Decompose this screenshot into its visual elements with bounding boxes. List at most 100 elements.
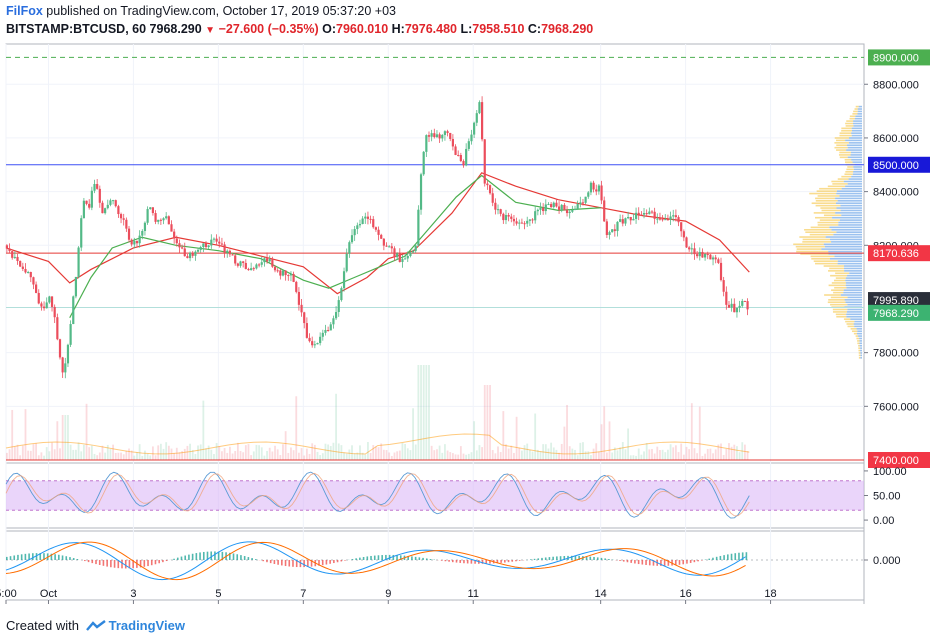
volume-bar (693, 448, 696, 460)
volume-bar (228, 446, 231, 460)
macd-bar (20, 554, 23, 560)
candle-body (16, 256, 19, 261)
candle-body (61, 357, 64, 373)
vp-bar-down (858, 349, 861, 352)
volume-bar (674, 445, 677, 460)
vp-bar-up (853, 166, 862, 168)
candle-body (433, 133, 436, 138)
vp-bar-up (825, 236, 862, 238)
stoch-tick-50.00: 50.00 (873, 491, 901, 503)
vp-bar-down (836, 139, 846, 142)
volume-bar (260, 447, 263, 460)
vp-bar-down (849, 117, 855, 120)
macd-bar (533, 558, 536, 560)
candle-body (449, 132, 452, 139)
published-text: published on TradingView.com, October 17… (46, 4, 396, 18)
volume-bar (56, 421, 59, 460)
main-pane-frame (5, 43, 865, 461)
macd-bar (429, 559, 432, 560)
macd-bar (344, 560, 346, 561)
candle-body (202, 243, 205, 248)
symbol-name[interactable]: BITSTAMP:BTCUSD, 60 (6, 22, 147, 36)
volume-bar (226, 452, 229, 460)
macd-bar (329, 560, 331, 564)
candle-body (45, 302, 48, 309)
candle-body (127, 228, 131, 240)
tradingview-brand[interactable]: TradingView (108, 618, 185, 633)
volume-bar (149, 455, 152, 460)
candle-body (703, 253, 707, 258)
vp-bar-down (802, 238, 831, 241)
vp-bar-down (824, 294, 841, 296)
macd-bar (589, 556, 592, 560)
vp-bar-down (811, 257, 830, 260)
candle-body (685, 237, 688, 248)
ma-price-label: 7995.890 (873, 295, 919, 307)
candle-body (263, 258, 266, 263)
vp-bar-down (850, 328, 857, 330)
y-tick-label-7600.000: 7600.000 (873, 401, 919, 413)
volume-bar (576, 455, 579, 460)
candle-body (396, 253, 399, 258)
vp-bar-up (858, 105, 862, 108)
macd-bar (485, 560, 488, 564)
candle-body (491, 193, 494, 203)
volume-bar (250, 455, 253, 460)
macd-bar (678, 560, 681, 565)
volume-bar (417, 365, 420, 460)
volume-bar (430, 445, 433, 460)
candle-body (19, 260, 22, 267)
macd-bar (58, 554, 60, 560)
volume-bar (51, 442, 53, 460)
vp-bar-down (837, 178, 849, 180)
candle-body (425, 135, 428, 152)
volume-bar (513, 452, 515, 460)
vp-bar-down (858, 354, 861, 357)
volume-bar (75, 449, 77, 460)
macd-bar (28, 553, 30, 560)
volume-bar (258, 445, 260, 460)
candle-body (151, 207, 155, 214)
author-link[interactable]: FilFox (6, 4, 43, 18)
candle-body (480, 102, 484, 140)
volume-bar (24, 409, 27, 460)
candle-body (430, 133, 433, 137)
candle-body (119, 214, 123, 219)
volume-bar (470, 452, 473, 460)
candle-body (534, 211, 537, 221)
macd-bar (548, 557, 551, 560)
macd-bar (552, 556, 554, 560)
x-tick-label-Oct: Oct (40, 588, 57, 600)
macd-bar (422, 557, 424, 560)
macd-bar (455, 560, 458, 563)
candle-body (419, 174, 423, 210)
macd-bar (217, 551, 220, 560)
vp-bar-up (857, 113, 862, 115)
candle-body (88, 203, 91, 208)
vp-bar-up (846, 149, 862, 151)
vp-bar-down (833, 279, 846, 282)
volume-bar (80, 451, 83, 460)
vp-bar-down (816, 190, 837, 192)
macd-bar (236, 554, 239, 560)
volume-bar (720, 443, 722, 460)
candle-body (218, 241, 221, 244)
volume-bar (101, 445, 104, 460)
candle-body (199, 247, 202, 250)
macd-bar (232, 553, 235, 560)
level-label-8170-bg (868, 245, 930, 262)
candle-body (289, 273, 293, 276)
candle-body (536, 209, 539, 212)
macd-bar (667, 560, 670, 566)
candle-body (125, 219, 128, 229)
vp-bar-up (846, 144, 862, 147)
candle-body (157, 219, 160, 222)
macd-bar (321, 560, 324, 566)
volume-bar (388, 452, 391, 460)
vp-bar-up (828, 253, 862, 255)
candle-body (37, 292, 40, 304)
volume-bar (656, 446, 659, 460)
volume-bar (146, 453, 149, 460)
macd-bar (277, 560, 279, 565)
